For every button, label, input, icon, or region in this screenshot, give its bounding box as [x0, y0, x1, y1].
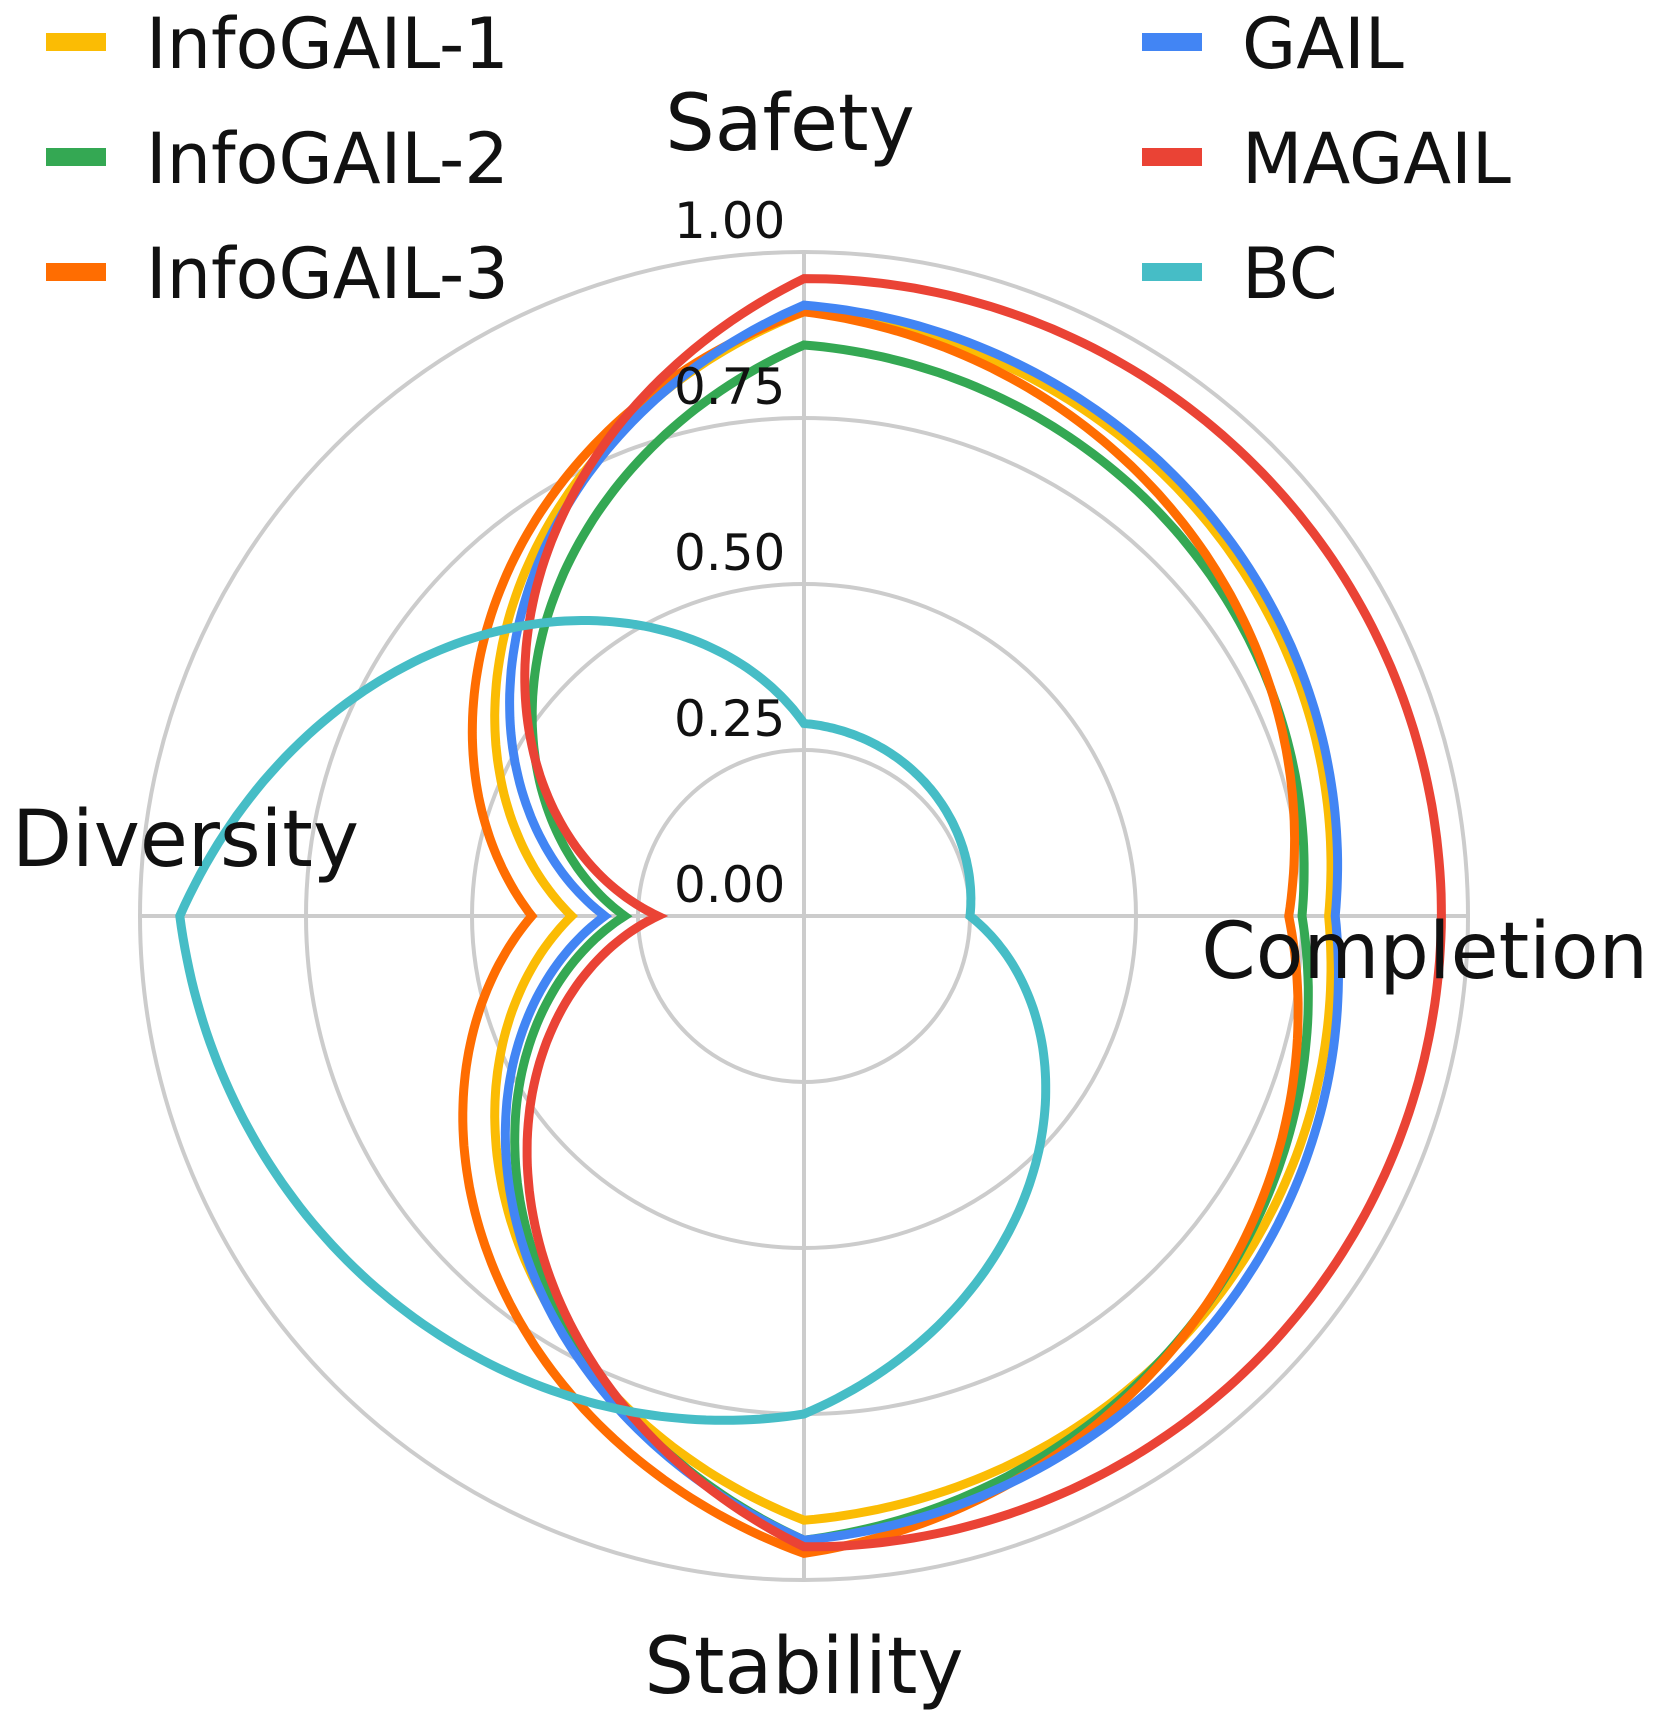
series-line-magail	[520, 274, 1446, 1552]
legend-swatch-infogail-2	[46, 148, 106, 166]
axis-label-stability: Stability	[644, 1622, 963, 1712]
axis-label-diversity: Diversity	[12, 795, 359, 885]
legend-swatch-infogail-1	[46, 33, 106, 51]
legend-label-infogail-3: InfoGAIL-3	[146, 233, 509, 315]
series-line-bc	[175, 616, 1051, 1425]
tick-label-3: 0.75	[674, 358, 785, 416]
legend-label-infogail-2: InfoGAIL-2	[146, 118, 509, 200]
legend-label-magail: MAGAIL	[1242, 118, 1511, 200]
tick-label-1: 0.25	[674, 690, 785, 748]
legend-swatch-magail	[1142, 148, 1202, 166]
axis-label-completion: Completion	[1201, 907, 1648, 997]
labels: 0.00 0.25 0.50 0.75 1.00 Safety Completion Stab…	[12, 79, 1648, 1712]
axis-label-safety: Safety	[665, 79, 915, 169]
legend-label-gail: GAIL	[1242, 3, 1404, 85]
series-line-infogail-3	[458, 307, 1303, 1559]
tick-label-4: 1.00	[674, 192, 785, 250]
legend-swatch-bc	[1142, 263, 1202, 281]
legend-swatch-gail	[1142, 33, 1202, 51]
series-lines	[175, 274, 1446, 1559]
tick-label-2: 0.50	[674, 524, 785, 582]
legend-label-infogail-1: InfoGAIL-1	[146, 3, 509, 85]
legend-swatch-infogail-3	[46, 263, 106, 281]
legend-label-bc: BC	[1242, 233, 1338, 315]
legend: InfoGAIL-1 InfoGAIL-2 InfoGAIL-3 GAIL MAGAIL…	[46, 3, 1511, 315]
series-line-gail	[500, 300, 1344, 1545]
series-line-infogail-1	[490, 307, 1336, 1525]
tick-label-0: 0.00	[674, 856, 785, 914]
